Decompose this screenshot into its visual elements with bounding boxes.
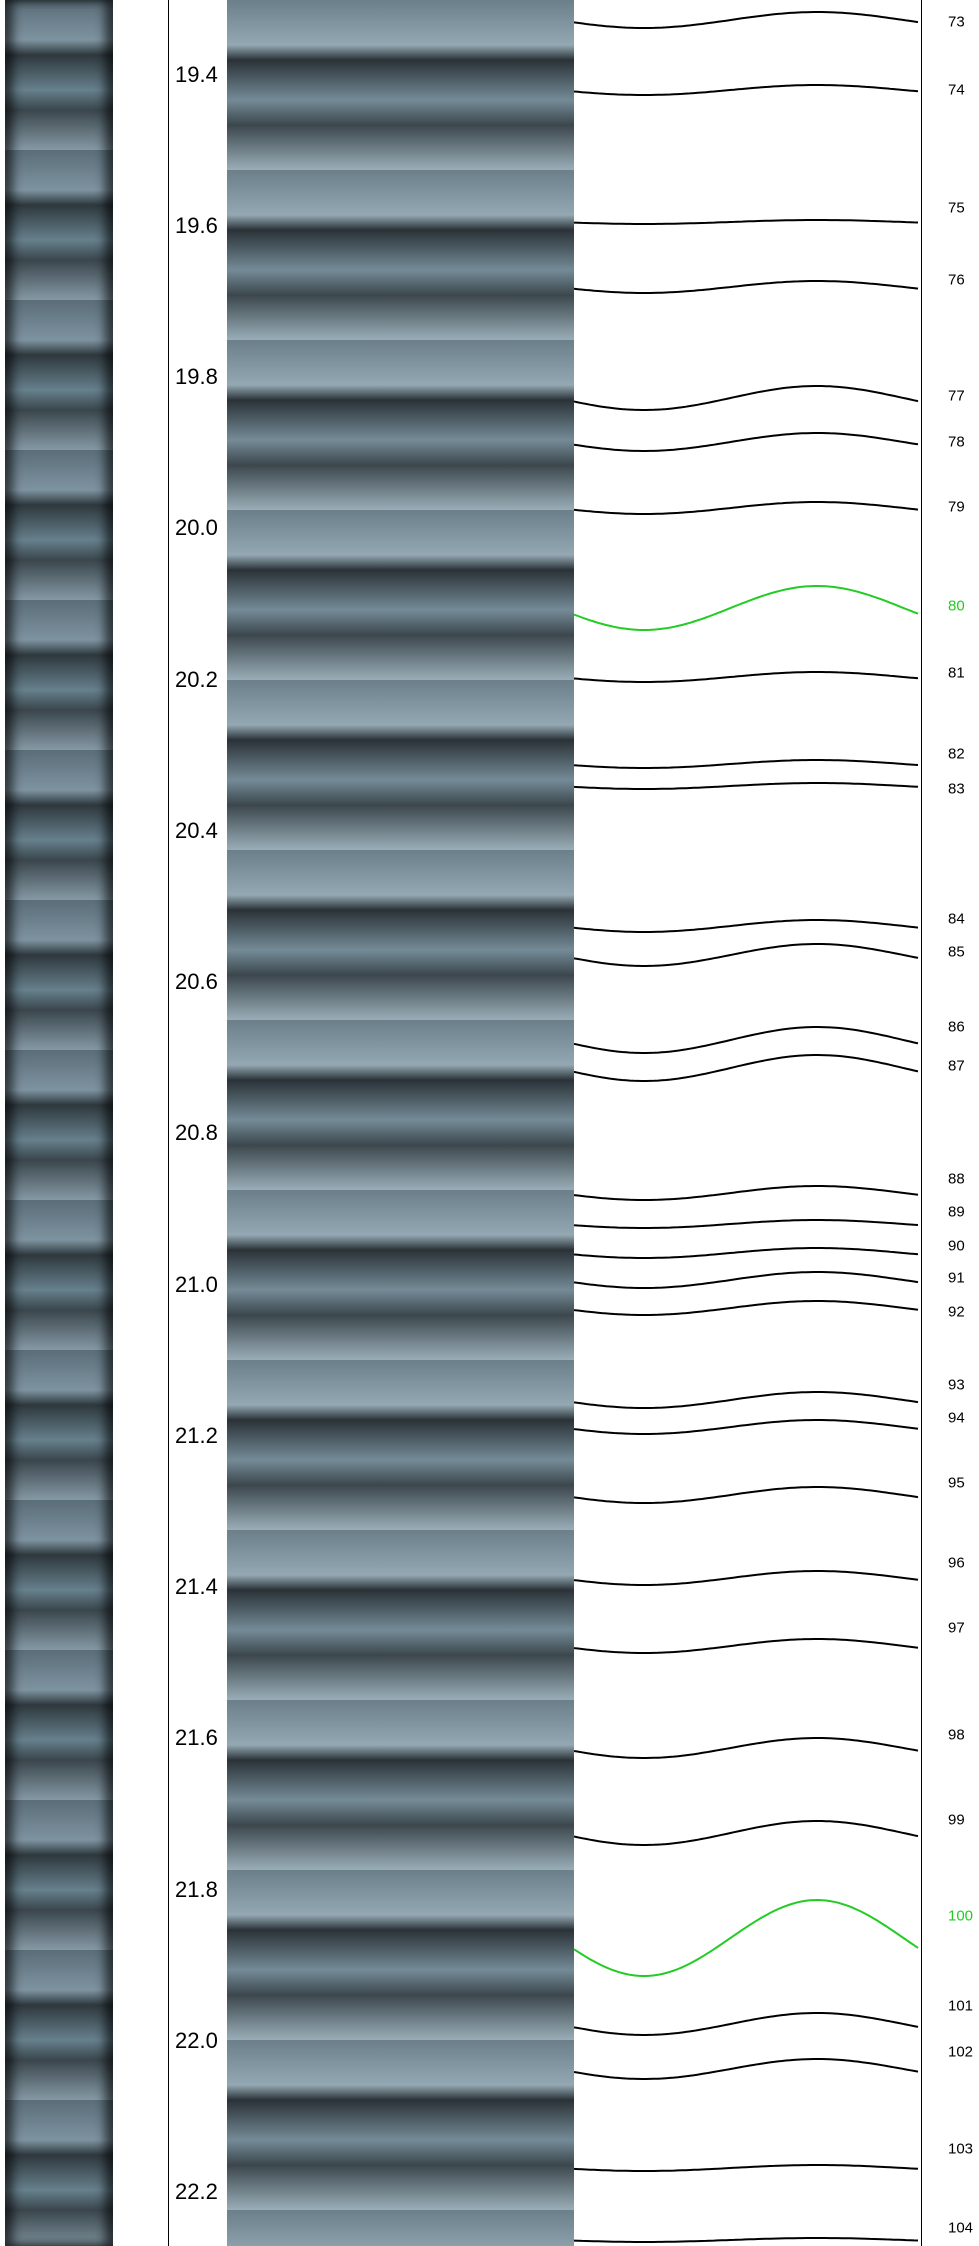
feature-number-label: 82 <box>948 745 965 763</box>
sinusoid-traces <box>574 11 919 2243</box>
sinusoid-trace-panel <box>574 0 922 2246</box>
sinusoid-trace <box>574 385 919 411</box>
feature-number-label: 100 <box>948 1907 974 1925</box>
sinusoid-trace <box>574 1300 919 1316</box>
feature-number-label: 79 <box>948 498 965 516</box>
sinusoid-trace <box>574 84 919 96</box>
sinusoid-trace <box>574 1820 919 1846</box>
feature-number-label: 78 <box>948 433 965 451</box>
feature-number-label: 86 <box>948 1018 965 1036</box>
sinusoid-trace <box>574 1391 919 1409</box>
sinusoid-trace <box>574 1219 919 1229</box>
feature-number-label: 102 <box>948 2043 974 2061</box>
feature-number-label: 97 <box>948 1619 965 1637</box>
depth-label: 20.0 <box>175 515 218 540</box>
depth-label: 20.4 <box>175 818 218 843</box>
feature-number-label: 92 <box>948 1303 965 1321</box>
depth-label: 21.4 <box>175 1574 218 1599</box>
feature-number-label: 95 <box>948 1474 965 1492</box>
feature-number-label: 77 <box>948 387 965 405</box>
depth-label: 21.0 <box>175 1272 218 1297</box>
sinusoid-trace <box>574 2164 919 2172</box>
depth-label: 22.2 <box>175 2179 218 2204</box>
depth-label: 20.8 <box>175 1120 218 1145</box>
depth-label: 20.6 <box>175 969 218 994</box>
feature-number-label: 80 <box>948 597 965 615</box>
feature-number-label: 87 <box>948 1057 965 1075</box>
sinusoid-trace <box>574 1054 919 1082</box>
depth-label: 22.0 <box>175 2028 218 2053</box>
core-image-strip <box>5 0 113 2246</box>
sinusoid-trace <box>574 1271 919 1289</box>
depth-label: 21.2 <box>175 1423 218 1448</box>
feature-number-label: 96 <box>948 1554 965 1572</box>
sinusoid-trace <box>574 1486 919 1504</box>
depth-label: 21.8 <box>175 1877 218 1902</box>
sinusoid-trace <box>574 759 919 769</box>
feature-number-label: 104 <box>948 2219 974 2237</box>
sinusoid-trace <box>574 782 919 790</box>
sinusoid-trace <box>574 671 919 683</box>
depth-label: 19.6 <box>175 213 218 238</box>
feature-number-label: 103 <box>948 2140 974 2158</box>
sinusoid-trace <box>574 943 919 967</box>
sinusoid-trace <box>574 432 919 452</box>
feature-number-label: 99 <box>948 1811 965 1829</box>
sinusoid-trace <box>574 2012 919 2036</box>
sinusoid-trace <box>574 2237 919 2243</box>
feature-number-label: 83 <box>948 780 965 798</box>
unrolled-core-scan <box>227 0 575 2246</box>
feature-number-label: 93 <box>948 1376 965 1394</box>
depth-label: 19.4 <box>175 62 218 87</box>
sinusoid-trace <box>574 1185 919 1201</box>
sinusoid-trace <box>574 501 919 515</box>
feature-number-label: 98 <box>948 1726 965 1744</box>
sinusoid-trace <box>574 1638 919 1654</box>
feature-label-track: 73 74 75 76 77 78 79 80 81 82 83 84 85 86 87 88 89 90 91 92… <box>921 0 979 2246</box>
feature-number-label: 90 <box>948 1237 965 1255</box>
sinusoid-trace <box>574 919 919 933</box>
depth-label: 19.8 <box>175 364 218 389</box>
feature-number-label: 88 <box>948 1170 965 1188</box>
feature-number-label: 81 <box>948 664 965 682</box>
sinusoid-trace <box>574 280 919 294</box>
sinusoid-trace <box>574 219 919 225</box>
sinusoid-trace <box>574 1898 919 1977</box>
sinusoid-trace <box>574 1570 919 1586</box>
feature-number-label: 75 <box>948 199 965 217</box>
feature-number-label: 76 <box>948 271 965 289</box>
feature-number-label: 84 <box>948 910 965 928</box>
sinusoid-trace <box>574 1737 919 1759</box>
sinusoid-trace <box>574 2058 919 2080</box>
feature-number-label: 94 <box>948 1409 965 1427</box>
feature-number-label: 101 <box>948 1997 974 2015</box>
depth-label: 20.2 <box>175 667 218 692</box>
sinusoid-trace <box>574 1419 919 1435</box>
feature-number-label: 89 <box>948 1203 965 1221</box>
feature-number-label: 91 <box>948 1269 965 1287</box>
feature-number-label: 85 <box>948 943 965 961</box>
sinusoid-trace <box>574 11 919 29</box>
depth-label: 21.6 <box>175 1725 218 1750</box>
feature-number-label: 73 <box>948 13 965 31</box>
depth-track: 19.4 19.6 19.8 20.0 20.2 20.4 20.6 20.8 21.0 21.2… <box>168 0 229 2246</box>
sinusoid-trace <box>574 1247 919 1259</box>
sinusoid-trace <box>574 1026 919 1054</box>
feature-number-label: 74 <box>948 81 965 99</box>
sinusoid-trace <box>574 585 919 631</box>
